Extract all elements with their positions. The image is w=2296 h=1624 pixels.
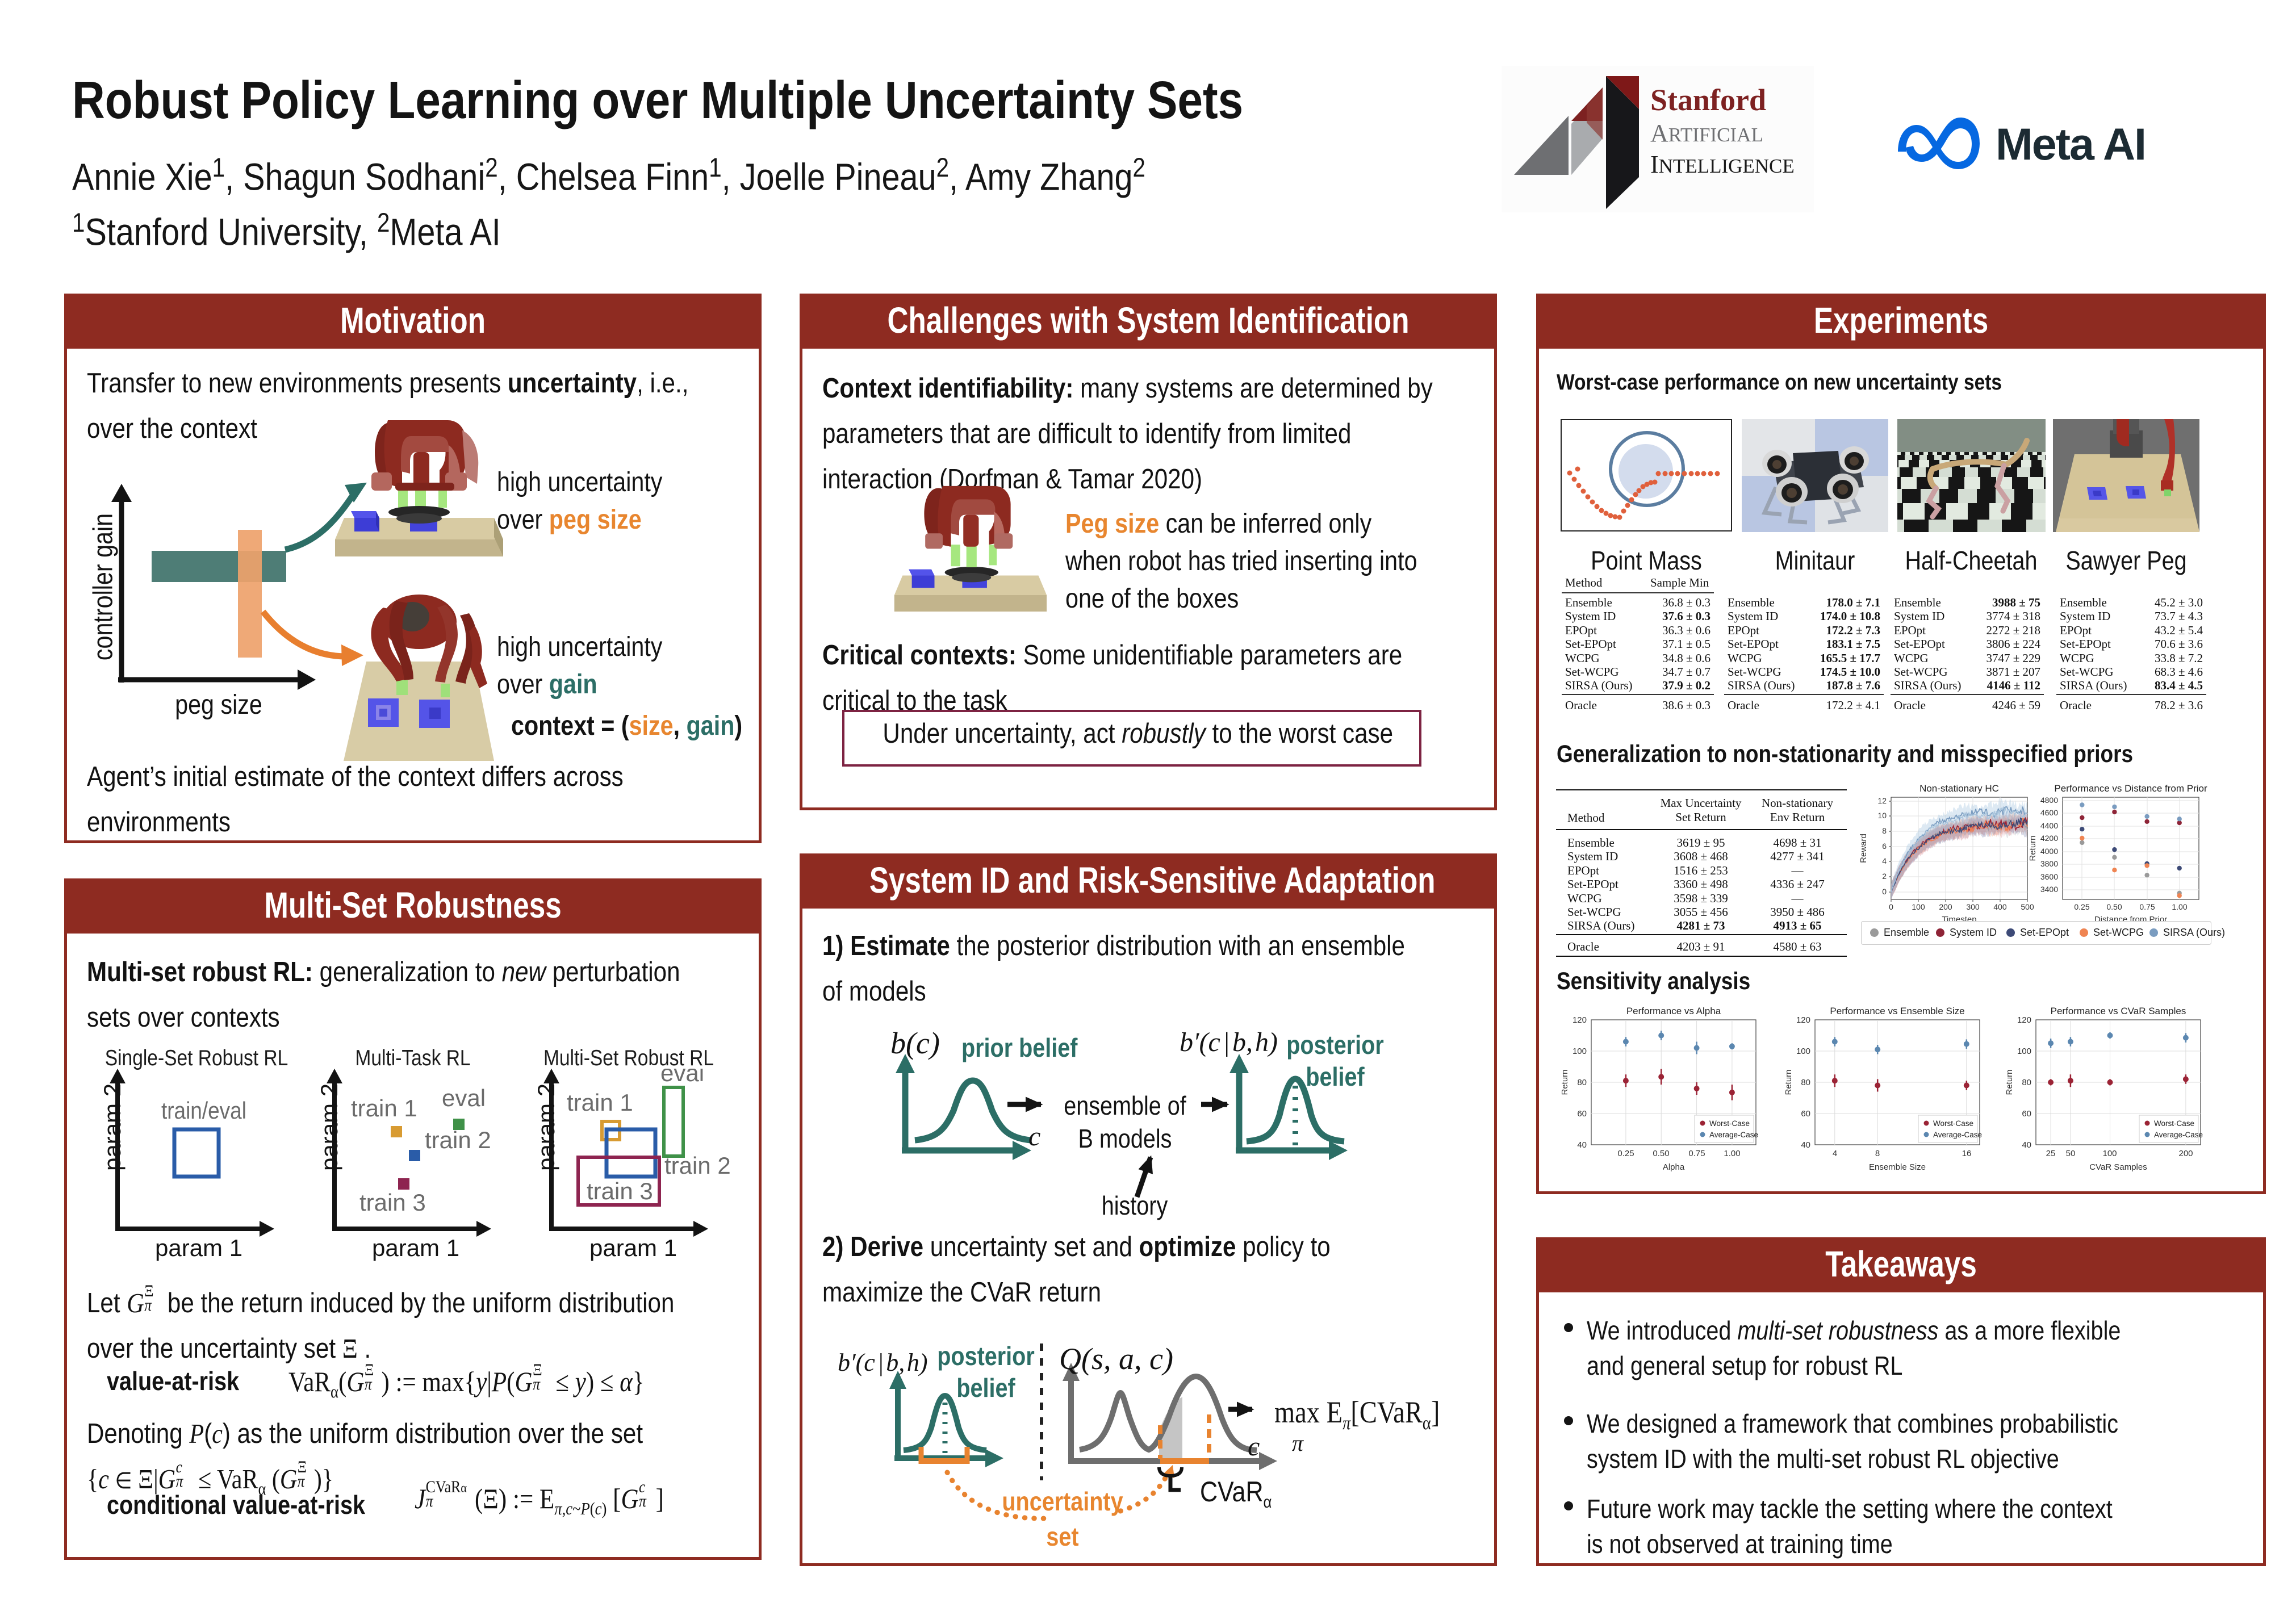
svg-text:100: 100 [2017, 1047, 2031, 1056]
svg-text:60: 60 [1577, 1109, 1587, 1119]
svg-text:100: 100 [2102, 1149, 2117, 1158]
svg-text:300: 300 [1966, 902, 1980, 911]
svg-text:3400: 3400 [2040, 885, 2058, 894]
svg-text:Worst-Case: Worst-Case [1933, 1119, 1973, 1128]
svg-text:40: 40 [2022, 1140, 2031, 1150]
svg-text:Performance vs CVaR Samples: Performance vs CVaR Samples [2051, 1006, 2186, 1016]
svg-text:60: 60 [1801, 1109, 1810, 1119]
svg-text:0.50: 0.50 [1653, 1149, 1669, 1158]
svg-text:CVaR Samples: CVaR Samples [2089, 1162, 2147, 1172]
svg-text:80: 80 [1577, 1078, 1587, 1087]
svg-text:train 1: train 1 [567, 1089, 633, 1116]
svg-text:0.25: 0.25 [2074, 902, 2089, 911]
svg-text:eval: eval [442, 1085, 486, 1111]
svg-text:Stanford: Stanford [1650, 83, 1766, 117]
svg-text:200: 200 [1939, 902, 1952, 911]
svg-text:16: 16 [1962, 1149, 1972, 1158]
svg-text:param 2: param 2 [99, 1083, 126, 1171]
svg-text:Reward: Reward [1859, 834, 1868, 863]
svg-text:param 2: param 2 [533, 1083, 559, 1171]
svg-text:train 3: train 3 [359, 1189, 426, 1216]
svg-text:Performance vs Distance from P: Performance vs Distance from Prior [2054, 783, 2207, 794]
svg-text:4400: 4400 [2040, 821, 2058, 830]
svg-text:80: 80 [2022, 1078, 2031, 1087]
svg-text:10: 10 [1877, 811, 1887, 820]
svg-text:Return: Return [2028, 835, 2038, 861]
svg-text:50: 50 [2066, 1149, 2076, 1158]
svg-text:ARTIFICIAL: ARTIFICIAL [1650, 119, 1763, 147]
svg-text:param 1: param 1 [589, 1234, 677, 1261]
svg-text:Average-Case: Average-Case [1709, 1131, 1758, 1139]
svg-text:0.75: 0.75 [2139, 902, 2155, 911]
svg-text:0: 0 [1882, 887, 1887, 896]
svg-text:param 1: param 1 [372, 1234, 459, 1261]
svg-text:train 2: train 2 [425, 1127, 491, 1153]
svg-text:80: 80 [1801, 1078, 1810, 1087]
svg-text:0.25: 0.25 [1617, 1149, 1634, 1158]
svg-text:3600: 3600 [2040, 872, 2058, 881]
svg-text:0: 0 [1889, 902, 1893, 911]
svg-text:Meta AI: Meta AI [1996, 119, 2146, 169]
svg-text:400: 400 [1993, 902, 2007, 911]
svg-text:Worst-Case: Worst-Case [1709, 1119, 1750, 1128]
svg-text:Alpha: Alpha [1663, 1162, 1685, 1172]
svg-text:1.00: 1.00 [1724, 1149, 1740, 1158]
svg-text:4: 4 [1833, 1149, 1837, 1158]
svg-text:Return: Return [2005, 1069, 2014, 1095]
svg-text:Return: Return [1784, 1069, 1793, 1095]
svg-text:500: 500 [2021, 902, 2034, 911]
svg-text:100: 100 [1573, 1047, 1587, 1056]
svg-text:train 2: train 2 [664, 1152, 731, 1179]
svg-text:0.50: 0.50 [2106, 902, 2122, 911]
svg-text:Performance vs Ensemble Size: Performance vs Ensemble Size [1830, 1006, 1964, 1016]
svg-text:4: 4 [1882, 856, 1887, 865]
svg-text:4000: 4000 [2040, 847, 2058, 856]
svg-text:4800: 4800 [2040, 796, 2058, 805]
svg-text:Performance vs Alpha: Performance vs Alpha [1626, 1006, 1721, 1016]
svg-text:200: 200 [2178, 1149, 2193, 1158]
svg-text:8: 8 [1875, 1149, 1880, 1158]
svg-text:4200: 4200 [2040, 834, 2058, 843]
svg-text:25: 25 [2046, 1149, 2056, 1158]
svg-text:0.75: 0.75 [1688, 1149, 1705, 1158]
svg-text:1.00: 1.00 [2172, 902, 2187, 911]
svg-text:Non-stationary HC: Non-stationary HC [1919, 783, 1999, 794]
svg-text:train/eval: train/eval [161, 1098, 246, 1124]
svg-text:param 2: param 2 [316, 1083, 342, 1171]
svg-text:train 3: train 3 [587, 1178, 653, 1204]
svg-text:Worst-Case: Worst-Case [2154, 1119, 2194, 1128]
svg-text:120: 120 [1573, 1015, 1587, 1025]
svg-text:INTELLIGENCE: INTELLIGENCE [1650, 150, 1795, 178]
svg-text:eval: eval [660, 1069, 704, 1086]
svg-text:40: 40 [1577, 1140, 1587, 1150]
svg-text:param 1: param 1 [155, 1234, 242, 1261]
svg-text:train 1: train 1 [351, 1095, 417, 1121]
svg-text:12: 12 [1877, 796, 1887, 805]
svg-text:8: 8 [1882, 826, 1887, 835]
svg-text:Average-Case: Average-Case [2154, 1131, 2203, 1139]
svg-text:6: 6 [1882, 842, 1887, 851]
svg-text:100: 100 [1912, 902, 1925, 911]
svg-text:40: 40 [1801, 1140, 1810, 1150]
svg-text:60: 60 [2022, 1109, 2031, 1119]
svg-text:Ensemble Size: Ensemble Size [1869, 1162, 1926, 1172]
svg-text:3800: 3800 [2040, 859, 2058, 868]
svg-text:4600: 4600 [2040, 808, 2058, 817]
svg-text:120: 120 [2017, 1015, 2031, 1025]
svg-text:Average-Case: Average-Case [1933, 1131, 1982, 1139]
svg-text:100: 100 [1796, 1047, 1810, 1056]
svg-text:Return: Return [1560, 1069, 1570, 1095]
svg-text:2: 2 [1882, 872, 1887, 881]
svg-text:120: 120 [1796, 1015, 1810, 1025]
